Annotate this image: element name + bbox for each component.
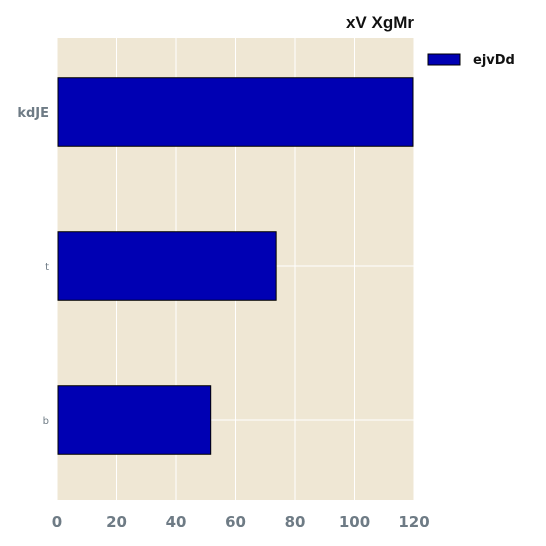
x-tick-label: 0 (52, 513, 62, 531)
x-tick-label: 80 (285, 513, 306, 531)
chart-title: xV XgMr (346, 13, 414, 32)
legend: ejvDd (427, 53, 515, 68)
x-tick-label: 60 (225, 513, 246, 531)
x-axis-ticks: 0 20 40 60 80 100 120 (52, 513, 430, 531)
x-tick-label: 40 (166, 513, 187, 531)
y-tick-label: b (43, 416, 49, 427)
bar-kdJE (57, 77, 414, 147)
y-tick-label: kdJE (17, 106, 49, 121)
x-tick-label: 100 (339, 513, 370, 531)
legend-label: ejvDd (473, 53, 515, 68)
x-tick-label: 20 (106, 513, 127, 531)
bar-t (57, 231, 277, 301)
bars (57, 77, 414, 455)
x-tick-label: 120 (398, 513, 429, 531)
legend-swatch (427, 53, 461, 66)
y-axis-ticks: kdJE t b (17, 106, 49, 427)
y-tick-label: t (45, 262, 49, 273)
bar-b (57, 385, 212, 455)
